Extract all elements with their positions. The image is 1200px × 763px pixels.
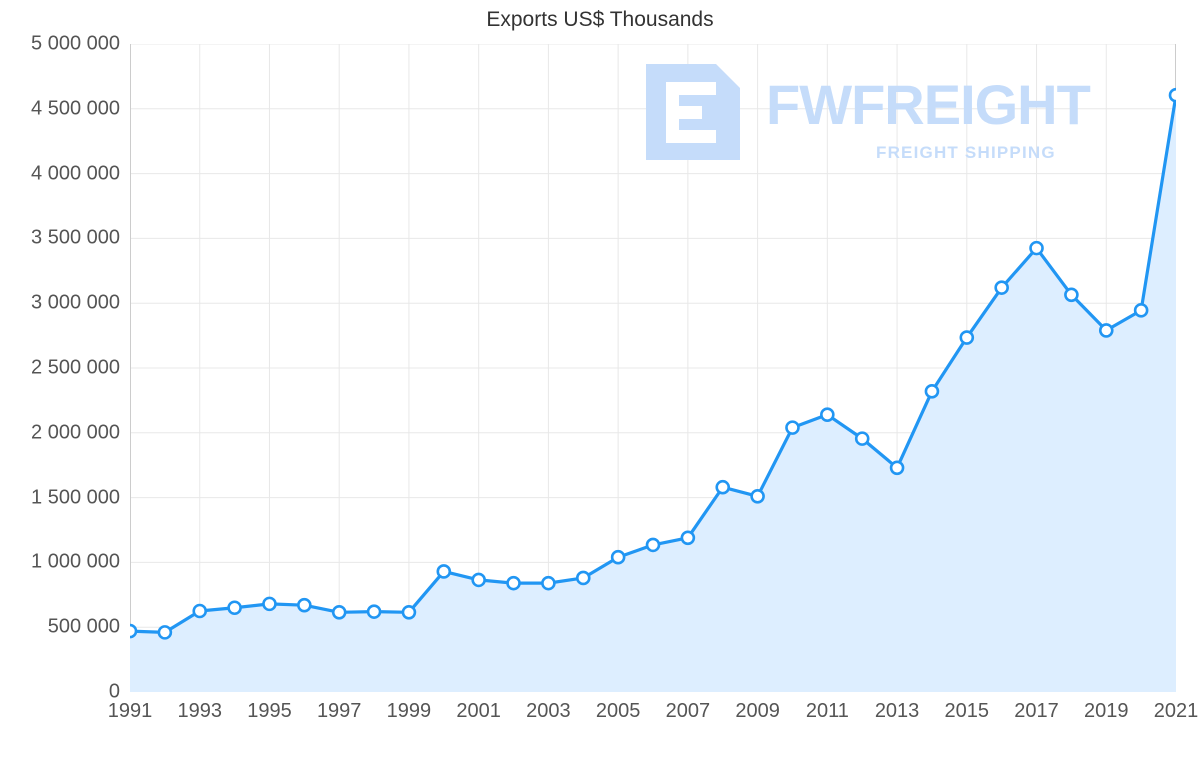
y-axis-tick-label: 0 bbox=[108, 680, 120, 703]
data-point-marker[interactable] bbox=[331, 604, 347, 620]
x-axis-tick-label: 2013 bbox=[874, 700, 920, 722]
data-point-marker[interactable] bbox=[227, 600, 242, 616]
data-point-marker[interactable] bbox=[262, 596, 277, 612]
data-point-marker[interactable] bbox=[750, 488, 765, 504]
data-point-marker[interactable] bbox=[994, 280, 1009, 295]
data-point-marker[interactable] bbox=[157, 625, 173, 640]
x-axis-tick-label: 1997 bbox=[316, 700, 362, 722]
x-axis-tick-label: 2009 bbox=[735, 700, 780, 722]
x-axis-tick-label: 2019 bbox=[1084, 700, 1129, 722]
data-point-marker[interactable] bbox=[192, 603, 208, 619]
data-point-marker[interactable] bbox=[1064, 287, 1079, 303]
data-point-marker[interactable] bbox=[541, 575, 556, 591]
data-point-marker[interactable] bbox=[924, 384, 940, 399]
x-axis-tick-label: 1993 bbox=[177, 700, 222, 722]
x-axis-tick-label: 2003 bbox=[526, 700, 571, 722]
x-axis-tick-label: 1999 bbox=[386, 700, 432, 722]
y-axis-tick-label: 5 000 000 bbox=[31, 32, 120, 55]
x-axis-tick-label: 2001 bbox=[456, 700, 501, 722]
data-point-marker[interactable] bbox=[575, 570, 591, 586]
data-point-marker[interactable] bbox=[506, 575, 521, 591]
y-axis-tick-labels: 0 500 000 1 000 000 1 500 000 2 000 000 2 500… bbox=[0, 33, 120, 703]
data-point-marker[interactable] bbox=[645, 537, 661, 553]
data-point-marker[interactable] bbox=[715, 479, 731, 495]
data-point-marker[interactable] bbox=[297, 597, 312, 613]
y-axis-tick-label: 4 500 000 bbox=[31, 97, 120, 120]
x-axis-tick-label: 2005 bbox=[595, 700, 641, 722]
plot-area bbox=[130, 44, 1176, 692]
data-point-marker[interactable] bbox=[471, 572, 486, 588]
data-point-marker[interactable] bbox=[1168, 87, 1176, 103]
y-axis-tick-label: 2 000 000 bbox=[31, 421, 120, 444]
x-axis-tick-labels: 1991 1993 1995 1997 1999 2001 2003 2005 2007 2009… bbox=[108, 700, 1199, 740]
y-axis-tick-label: 1 500 000 bbox=[31, 486, 120, 509]
data-point-marker[interactable] bbox=[401, 604, 417, 620]
data-point-marker[interactable] bbox=[959, 330, 975, 345]
y-axis-tick-label: 2 500 000 bbox=[31, 356, 120, 379]
x-axis-tick-label: 2021 bbox=[1153, 700, 1199, 722]
y-axis-tick-label: 4 000 000 bbox=[31, 162, 120, 185]
data-point-marker[interactable] bbox=[1133, 303, 1149, 318]
y-axis-tick-label: 3 500 000 bbox=[31, 226, 120, 249]
data-point-marker[interactable] bbox=[610, 549, 626, 565]
y-axis-tick-label: 3 000 000 bbox=[31, 291, 120, 314]
data-point-marker[interactable] bbox=[820, 407, 835, 422]
x-axis-tick-label: 2017 bbox=[1014, 700, 1059, 722]
data-point-marker[interactable] bbox=[854, 431, 870, 446]
y-axis-tick-label: 1 000 000 bbox=[31, 550, 120, 573]
y-axis-tick-label: 500 000 bbox=[47, 615, 120, 638]
data-point-marker[interactable] bbox=[1029, 240, 1044, 256]
data-point-marker[interactable] bbox=[785, 420, 800, 435]
x-axis-tick-label: 2007 bbox=[665, 700, 711, 722]
exports-series bbox=[130, 87, 1176, 692]
data-point-marker[interactable] bbox=[889, 460, 905, 476]
data-point-marker[interactable] bbox=[680, 530, 696, 546]
x-axis-tick-label: 2011 bbox=[805, 700, 849, 722]
data-point-marker[interactable] bbox=[366, 604, 382, 619]
data-point-marker[interactable] bbox=[130, 623, 138, 639]
x-axis-tick-label: 1995 bbox=[247, 700, 292, 722]
data-point-marker[interactable] bbox=[436, 564, 452, 579]
data-point-marker[interactable] bbox=[1098, 323, 1114, 338]
chart-title: Exports US$ Thousands bbox=[486, 8, 714, 31]
x-axis-tick-label: 2015 bbox=[944, 700, 990, 722]
x-axis-tick-label: 1991 bbox=[107, 700, 153, 722]
series-area-fill bbox=[130, 95, 1176, 692]
